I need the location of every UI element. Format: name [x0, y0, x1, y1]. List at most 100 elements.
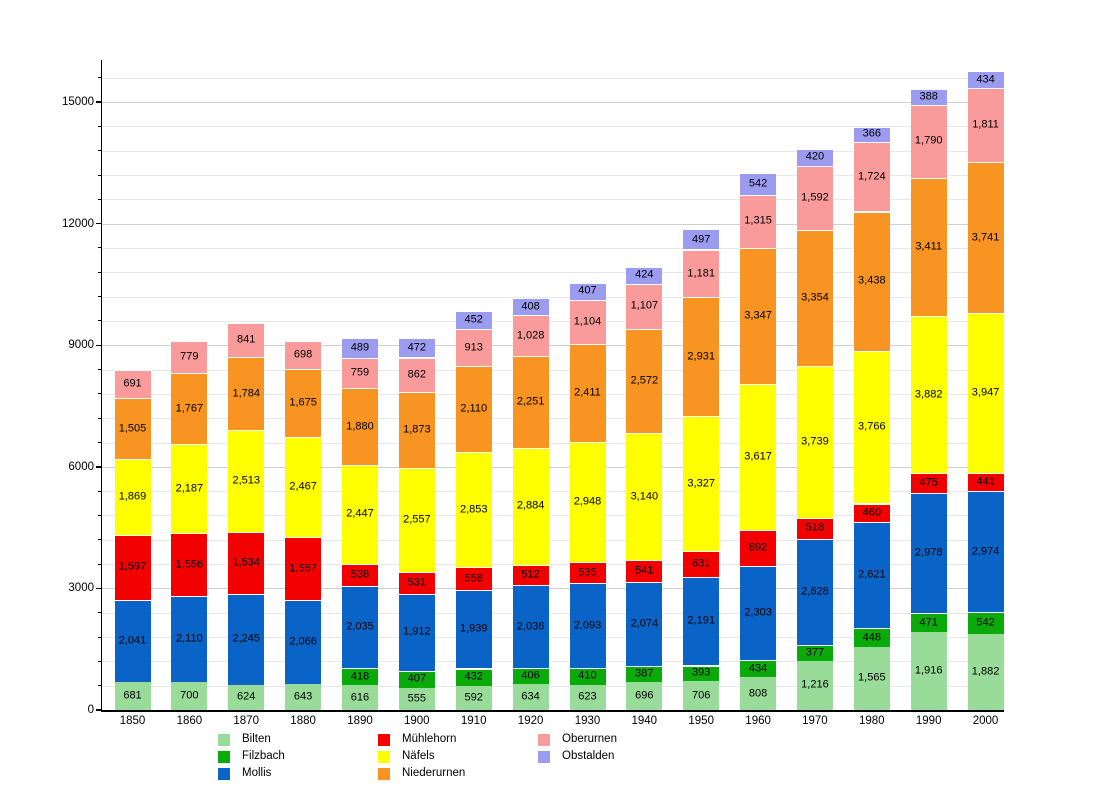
gridline-minor [101, 247, 1004, 249]
bar-value-label: 1,565 [858, 671, 886, 684]
x-axis-tick-label: 1900 [404, 715, 430, 727]
bar-segment-obstalden-1940 [626, 266, 663, 284]
bar-value-label: 1,916 [914, 664, 943, 677]
bar-value-label: 535 [578, 566, 597, 578]
bar-value-label: 471 [919, 616, 938, 629]
bar-value-label: 2,884 [516, 499, 545, 512]
y-axis-tick [98, 296, 102, 298]
y-axis-tick-label: 15000 [62, 96, 94, 108]
bar-value-label: 2,447 [346, 507, 374, 520]
gridline-minor [101, 515, 1004, 517]
bar-segment-muhlehorn-1960 [740, 530, 777, 567]
bar-value-label: 2,572 [630, 374, 659, 387]
bar-segment-bilten-1930 [569, 684, 606, 710]
bar-segment-oberurnen-1920 [512, 314, 549, 357]
bar-value-label: 542 [748, 177, 768, 190]
bar-segment-niederurnen-1960 [740, 247, 777, 384]
bar-value-label: 698 [293, 348, 313, 361]
bar-value-label: 1,790 [914, 134, 943, 147]
bar-segment-oberurnen-1940 [626, 283, 663, 329]
bar-segment-oberurnen-1980 [853, 141, 890, 212]
bar-value-label: 1,880 [346, 420, 374, 432]
bar-segment-muhlehorn-1950 [683, 551, 720, 577]
bar-value-label: 406 [521, 669, 540, 682]
gridline-minor [101, 442, 1004, 444]
y-axis-tick [98, 563, 102, 565]
bar-segment-muhlehorn-2000 [967, 473, 1004, 492]
bar-segment-oberurnen-1890 [342, 357, 378, 389]
bar-value-label: 3,411 [915, 240, 943, 253]
bar-segment-nafels-1990 [910, 315, 947, 474]
y-axis-tick [95, 709, 102, 711]
bar-segment-oberurnen-1880 [285, 340, 322, 370]
bar-value-label: 3,741 [971, 231, 1000, 243]
gridline-minor [101, 77, 1004, 79]
bar-segment-bilten-1910 [455, 686, 492, 710]
bar-value-label: 541 [635, 564, 654, 577]
gridline-minor [101, 126, 1004, 128]
bar-segment-obstalden-1980 [853, 126, 890, 142]
legend-swatch-filzbach [218, 751, 230, 763]
bar-segment-mollis-1940 [626, 582, 663, 667]
bar-value-label: 407 [578, 284, 597, 297]
bar-segment-niederurnen-1870 [228, 357, 265, 430]
bar-segment-oberurnen-1860 [171, 341, 208, 373]
bar-segment-filzbach-1910 [455, 668, 492, 686]
bar-value-label: 1,767 [175, 402, 204, 415]
x-axis-tick-label: 2000 [972, 715, 999, 727]
bar-value-label: 1,592 [801, 191, 829, 204]
bar-segment-niederurnen-1910 [455, 366, 492, 452]
bar-segment-mollis-1970 [796, 538, 833, 646]
bar-segment-nafels-1910 [455, 451, 492, 568]
bar-segment-muhlehorn-1910 [455, 567, 492, 590]
y-axis-tick [98, 125, 102, 127]
bar-value-label: 2,303 [744, 606, 772, 619]
bar-value-label: 3,438 [858, 274, 886, 287]
bar-segment-nafels-1980 [853, 350, 890, 504]
bar-value-label: 1,534 [232, 556, 260, 569]
bar-value-label: 2,628 [801, 585, 829, 598]
bar-value-label: 1,315 [744, 214, 772, 227]
bar-value-label: 1,557 [289, 562, 317, 575]
bar-value-label: 410 [578, 669, 597, 682]
bar-value-label: 2,513 [232, 474, 260, 487]
bar-segment-oberurnen-1900 [398, 357, 435, 393]
gridline-minor [101, 612, 1004, 614]
legend-item-muhlehorn: Mühlehorn [402, 733, 457, 745]
bar-value-label: 779 [180, 350, 199, 363]
bar-value-label: 1,107 [630, 299, 659, 312]
bar-value-label: 1,181 [687, 267, 715, 279]
bar-value-label: 1,028 [516, 329, 545, 342]
bar-value-label: 1,811 [972, 118, 999, 131]
bar-segment-bilten-1970 [796, 660, 833, 710]
bar-segment-bilten-2000 [967, 633, 1004, 710]
y-axis-tick [98, 247, 102, 249]
bar-segment-niederurnen-1980 [853, 211, 890, 351]
legend-swatch-oberurnen [538, 734, 550, 746]
bar-value-label: 2,978 [914, 546, 943, 559]
bar-segment-niederurnen-1860 [171, 372, 208, 445]
bar-value-label: 3,327 [687, 477, 715, 490]
bar-value-label: 681 [123, 689, 142, 702]
bar-value-label: 2,041 [118, 634, 147, 647]
legend-item-oberurnen: Oberurnen [562, 733, 617, 745]
bar-value-label: 1,505 [118, 422, 147, 435]
legend-item-nafels: Näfels [402, 750, 435, 762]
bar-value-label: 432 [464, 670, 483, 683]
bar-value-label: 3,947 [971, 386, 1000, 399]
bar-value-label: 1,216 [801, 678, 829, 691]
bar-value-label: 2,074 [630, 617, 659, 630]
bar-segment-oberurnen-1910 [455, 329, 492, 367]
bar-segment-muhlehorn-1970 [796, 517, 833, 539]
bar-value-label: 407 [407, 672, 427, 685]
bar-segment-obstalden-2000 [967, 70, 1004, 89]
bar-segment-niederurnen-1900 [398, 392, 435, 469]
bar-segment-muhlehorn-1880 [285, 537, 322, 601]
y-axis-tick-label: 12000 [62, 217, 94, 230]
bar-segment-obstalden-1910 [455, 310, 492, 330]
bar-value-label: 1,912 [403, 625, 431, 638]
bar-value-label: 424 [635, 268, 654, 281]
bar-segment-bilten-1940 [626, 681, 663, 710]
y-axis-tick [98, 320, 102, 322]
